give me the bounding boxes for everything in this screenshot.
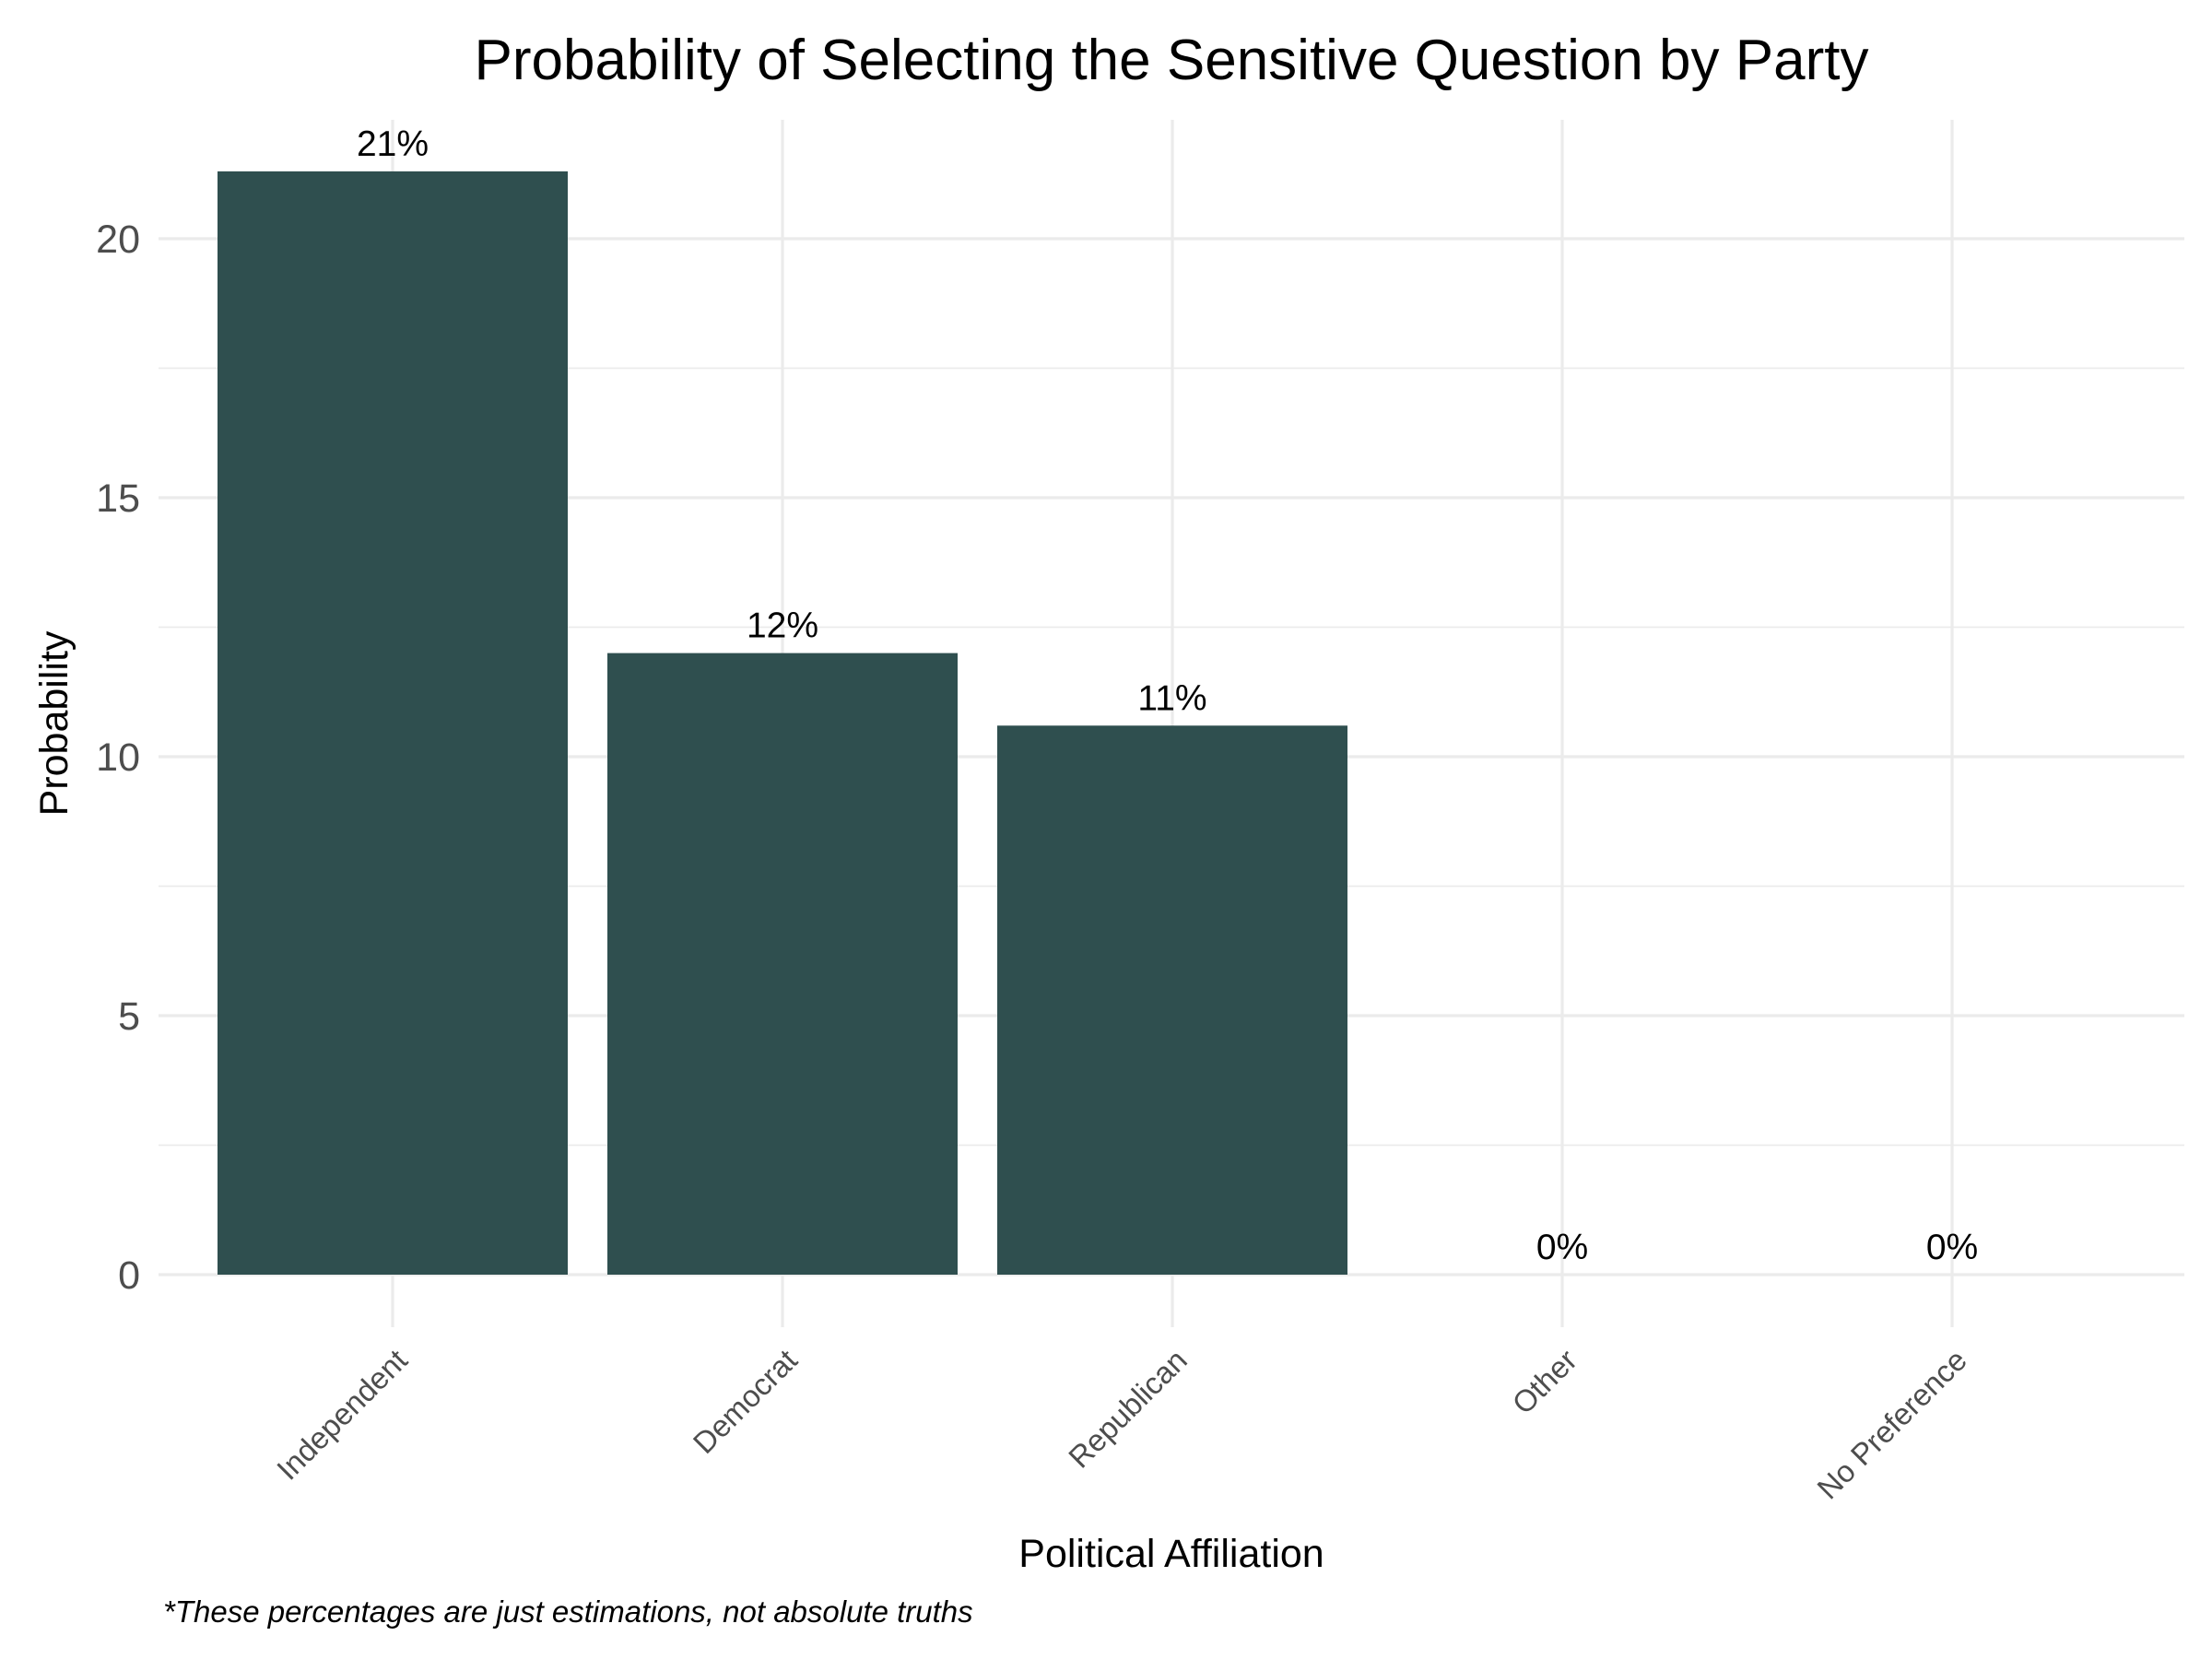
bars	[218, 171, 1347, 1276]
bar-value-labels: 21% 12% 11% 0% 0%	[357, 124, 1978, 1267]
bar-value-label: 0%	[1926, 1228, 1978, 1267]
bar-value-label: 0%	[1536, 1228, 1588, 1267]
y-tick-label: 15	[96, 477, 140, 521]
y-axis-ticks: 0 5 10 15 20	[96, 218, 140, 1298]
y-tick-label: 0	[118, 1253, 140, 1298]
y-axis-title: Probability	[32, 630, 76, 816]
y-tick-label: 5	[118, 994, 140, 1039]
y-tick-label: 20	[96, 218, 140, 262]
bar-independent	[218, 171, 568, 1276]
bar-democrat	[607, 653, 958, 1275]
bar-value-label: 12%	[747, 606, 818, 646]
x-axis-title: Political Affiliation	[1018, 1532, 1324, 1576]
chart-title: Probability of Selecting the Sensitive Q…	[475, 29, 1869, 92]
bar-value-label: 11%	[1137, 678, 1206, 718]
bar-republican	[997, 725, 1347, 1275]
bar-value-label: 21%	[357, 124, 429, 164]
y-tick-label: 10	[96, 735, 140, 780]
chart-caption: *These percentages are just estimations,…	[163, 1594, 973, 1629]
